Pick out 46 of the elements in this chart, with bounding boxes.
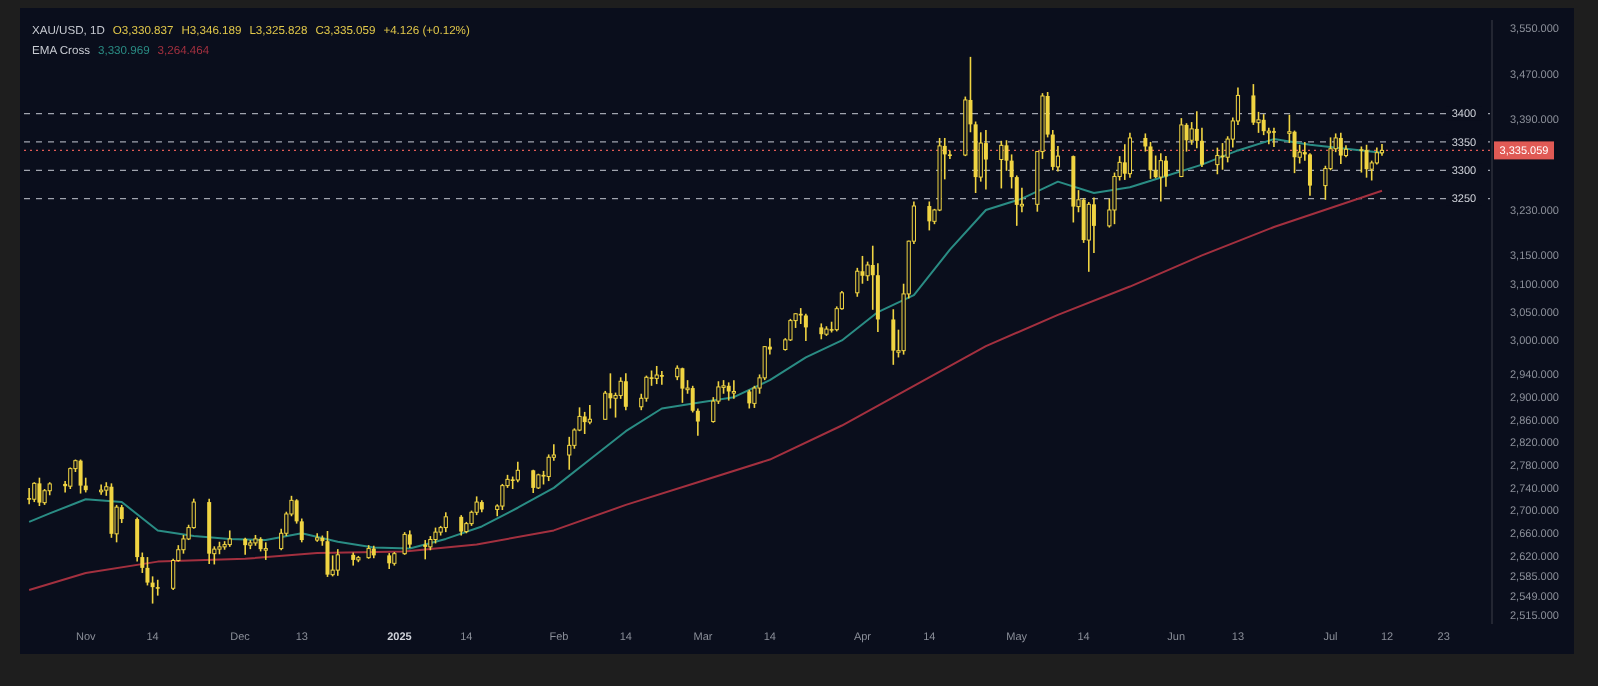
candlestick bbox=[567, 436, 572, 471]
candlestick bbox=[78, 458, 83, 495]
candlestick bbox=[654, 365, 659, 385]
candlestick bbox=[731, 379, 736, 400]
candlestick bbox=[181, 534, 186, 555]
candlestick bbox=[1148, 141, 1153, 180]
candlestick bbox=[803, 312, 808, 342]
candlestick bbox=[927, 200, 932, 232]
candlestick bbox=[263, 541, 268, 561]
candlestick bbox=[1215, 146, 1220, 176]
candlestick bbox=[27, 487, 32, 506]
candlestick bbox=[500, 483, 505, 511]
candlestick bbox=[335, 548, 340, 577]
candlestick bbox=[680, 366, 685, 404]
candlestick bbox=[515, 461, 520, 484]
candlestick bbox=[582, 411, 587, 435]
candlestick bbox=[402, 531, 407, 556]
candlestick bbox=[1251, 83, 1256, 126]
candlestick bbox=[109, 482, 114, 539]
candlestick bbox=[860, 255, 865, 285]
candlestick bbox=[1127, 132, 1133, 179]
candlestick bbox=[1158, 152, 1163, 203]
candlestick bbox=[659, 370, 664, 386]
candlestick bbox=[1261, 113, 1266, 136]
candlestick bbox=[644, 374, 649, 403]
candlestick bbox=[325, 530, 330, 578]
candlestick bbox=[37, 476, 42, 507]
candlestick bbox=[623, 372, 628, 411]
candlestick bbox=[443, 511, 448, 533]
candlestick bbox=[1359, 145, 1364, 174]
candlestick bbox=[1271, 126, 1276, 148]
candlestick bbox=[999, 140, 1004, 190]
candlestick bbox=[1086, 201, 1091, 273]
candlestick bbox=[587, 404, 592, 426]
candlestick bbox=[459, 514, 464, 537]
line-series bbox=[28, 189, 1383, 591]
candlestick bbox=[1364, 143, 1369, 179]
candlestick bbox=[68, 466, 73, 490]
candlestick bbox=[983, 129, 988, 191]
candlestick bbox=[32, 481, 37, 503]
candlestick bbox=[1338, 132, 1343, 165]
candlestick bbox=[891, 308, 896, 366]
candlestick bbox=[1379, 143, 1385, 157]
candlestick bbox=[747, 388, 752, 410]
line-series bbox=[28, 138, 1383, 550]
candlestick bbox=[155, 578, 160, 597]
